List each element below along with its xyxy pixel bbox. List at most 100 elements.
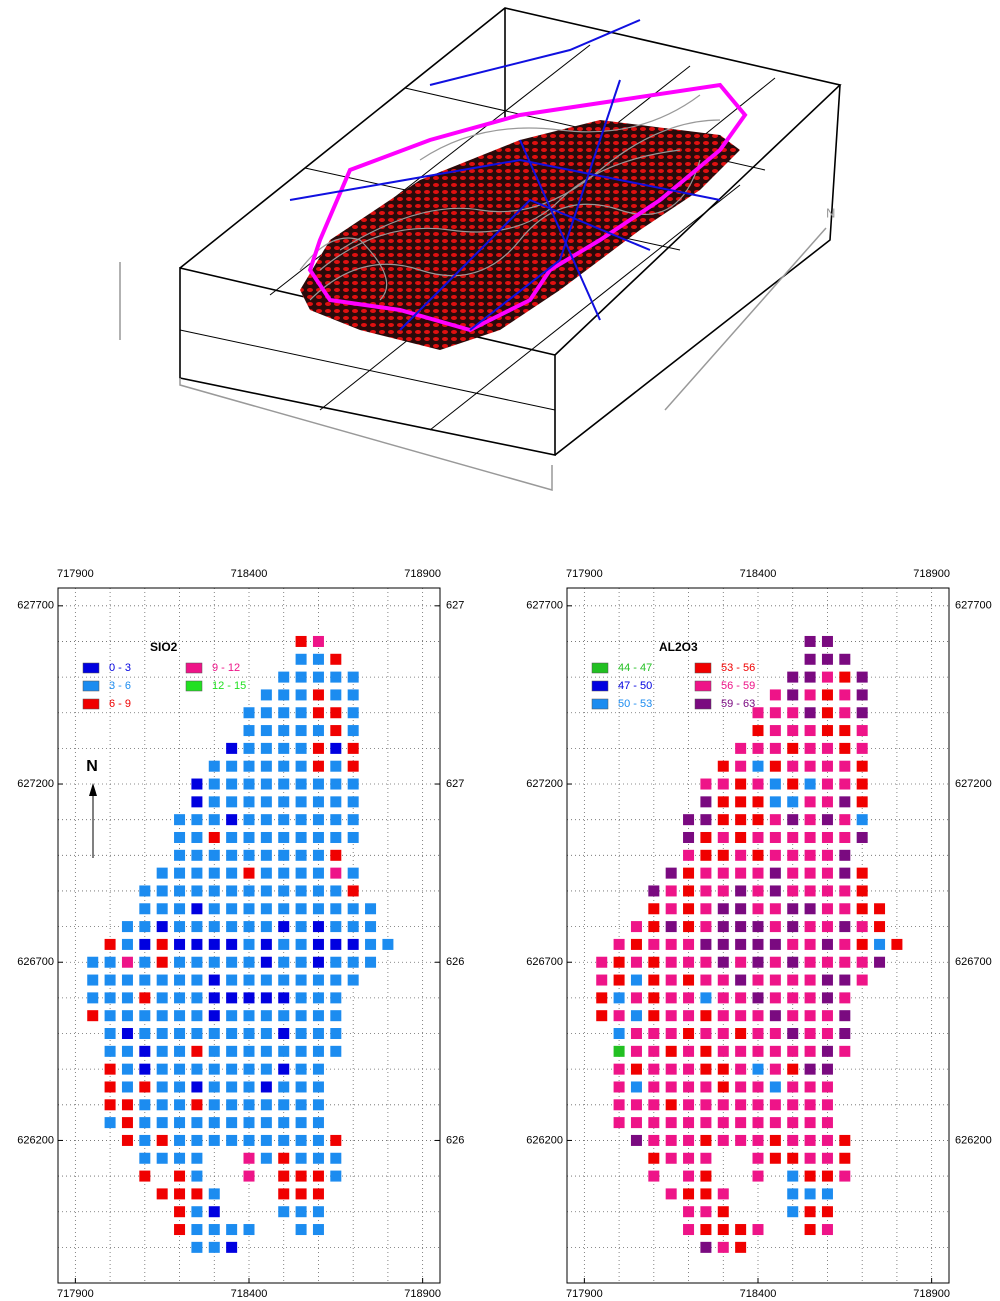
sample-cell: [666, 868, 677, 879]
sample-cell: [244, 1064, 255, 1075]
legend-swatch: [83, 699, 99, 709]
sample-cell: [839, 885, 850, 896]
sample-cell: [348, 725, 359, 736]
sample-cell: [787, 850, 798, 861]
sample-cell: [174, 1010, 185, 1021]
sample-cell: [683, 1153, 694, 1164]
legend-label: 0 - 3: [109, 662, 131, 674]
sample-cell: [278, 1081, 289, 1092]
sample-cell: [330, 1153, 341, 1164]
sample-cell: [330, 743, 341, 754]
legend-swatch: [695, 699, 711, 709]
sample-cell: [191, 939, 202, 950]
sample-cell: [209, 1081, 220, 1092]
sample-cell: [753, 832, 764, 843]
x-tick-label: 717900: [57, 1288, 94, 1300]
sample-cell: [614, 1064, 625, 1075]
sample-cell: [648, 1135, 659, 1146]
legend-label: 3 - 6: [109, 680, 131, 692]
sample-cell: [822, 796, 833, 807]
sample-cell: [296, 1206, 307, 1217]
sample-cell: [718, 1242, 729, 1253]
sample-cell: [700, 1188, 711, 1199]
sample-cell: [718, 939, 729, 950]
sample-cell: [330, 992, 341, 1003]
sample-cell: [631, 939, 642, 950]
x-tick-label: 718900: [913, 1288, 950, 1300]
sample-cell: [296, 761, 307, 772]
sample-cell: [770, 957, 781, 968]
sample-cell: [822, 636, 833, 647]
sample-cell: [261, 1028, 272, 1039]
sample-cell: [105, 1099, 116, 1110]
sample-cell: [296, 743, 307, 754]
sample-cell: [735, 903, 746, 914]
sample-cell: [718, 957, 729, 968]
sample-cell: [226, 1242, 237, 1253]
sample-cell: [278, 868, 289, 879]
sample-cell: [648, 885, 659, 896]
sample-cell: [348, 939, 359, 950]
sample-cell: [296, 1099, 307, 1110]
sample-cell: [805, 1153, 816, 1164]
sample-cell: [822, 1206, 833, 1217]
sample-cell: [805, 850, 816, 861]
map-title: SIO2: [150, 640, 178, 654]
sample-cell: [157, 921, 168, 932]
sample-cell: [139, 975, 150, 986]
legend-label: 12 - 15: [212, 680, 246, 692]
x-tick-label: 718900: [913, 568, 950, 580]
sample-cell: [648, 921, 659, 932]
sample-cell: [787, 707, 798, 718]
x-tick-label: 717900: [566, 568, 603, 580]
sample-cell: [700, 1081, 711, 1092]
sample-cell: [209, 850, 220, 861]
sample-cell: [683, 1064, 694, 1075]
sample-cell: [683, 1010, 694, 1021]
sample-cell: [226, 743, 237, 754]
sample-cell: [822, 957, 833, 968]
sample-cell: [805, 868, 816, 879]
sample-cell: [805, 1046, 816, 1057]
sample-cell: [174, 921, 185, 932]
sample-cell: [631, 921, 642, 932]
sample-cell: [648, 1046, 659, 1057]
north-label: N: [86, 758, 98, 775]
sample-cell: [753, 743, 764, 754]
sample-cell: [244, 725, 255, 736]
sample-cell: [857, 868, 868, 879]
sample-cell: [87, 975, 98, 986]
sample-cell: [313, 921, 324, 932]
sample-cell: [718, 1046, 729, 1057]
sample-cell: [787, 1081, 798, 1092]
sample-cell: [348, 689, 359, 700]
sample-cell: [226, 779, 237, 790]
sample-cell: [174, 1028, 185, 1039]
sample-cell: [683, 1206, 694, 1217]
sample-cell: [209, 1046, 220, 1057]
sample-cell: [209, 1010, 220, 1021]
sample-cell: [313, 761, 324, 772]
sample-cell: [770, 761, 781, 772]
sample-cell: [753, 885, 764, 896]
sample-cell: [313, 689, 324, 700]
sample-cell: [209, 1206, 220, 1217]
sample-cell: [226, 957, 237, 968]
sample-cell: [822, 1188, 833, 1199]
sample-cell: [874, 957, 885, 968]
sample-cell: [174, 1117, 185, 1128]
sample-cell: [700, 1206, 711, 1217]
sample-cell: [770, 689, 781, 700]
sample-cell: [87, 957, 98, 968]
sample-cell: [787, 1188, 798, 1199]
sample-cell: [139, 1046, 150, 1057]
sample-cell: [296, 975, 307, 986]
sample-cell: [313, 672, 324, 683]
sample-cell: [822, 1135, 833, 1146]
sample-cell: [805, 779, 816, 790]
sample-cell: [857, 885, 868, 896]
legend-swatch: [592, 699, 608, 709]
sample-cell: [261, 707, 272, 718]
sample-cell: [666, 1010, 677, 1021]
sample-cell: [822, 1099, 833, 1110]
